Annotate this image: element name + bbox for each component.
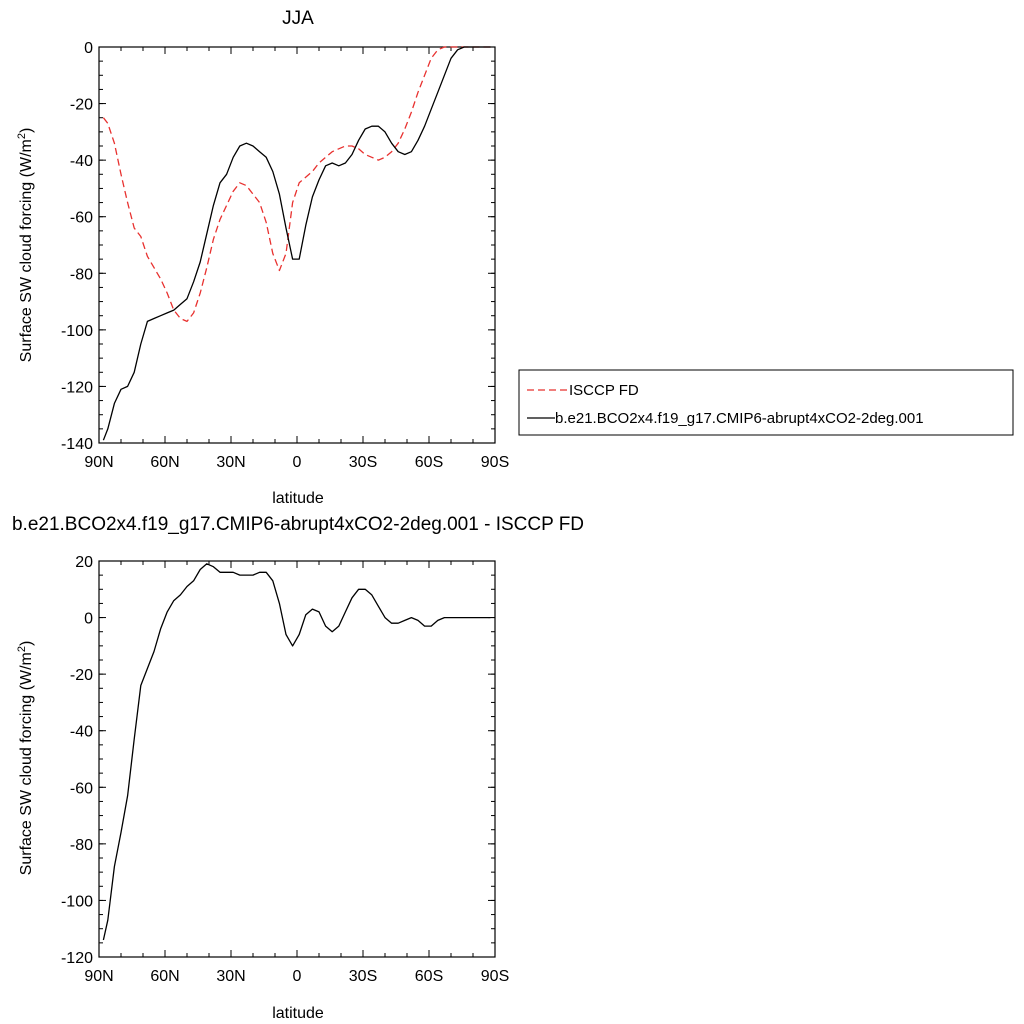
x-tick-label: 90N: [84, 968, 113, 985]
y-tick-label: 20: [75, 554, 93, 571]
x-tick-label: 90N: [84, 454, 113, 471]
top-chart-title: JJA: [282, 8, 314, 29]
bottom-series-lines: [102, 563, 491, 941]
bottom-plot-frame: [98, 560, 496, 958]
y-tick-label: -40: [70, 724, 93, 741]
top-x-ticks: 90N 60N 30N 0 30S 60S 90S: [84, 47, 509, 471]
x-tick-label: 0: [293, 454, 302, 471]
x-tick-label: 90S: [481, 454, 509, 471]
y-tick-label: -140: [61, 436, 93, 453]
top-y-axis-label: Surface SW cloud forcing (W/m2): [16, 128, 35, 363]
top-series-lines: [102, 46, 491, 441]
y-tick-label: -120: [61, 379, 93, 396]
x-tick-label: 30S: [349, 454, 377, 471]
bottom-chart-title: b.e21.BCO2x4.f19_g17.CMIP6-abrupt4xCO2-2…: [12, 514, 584, 535]
y-tick-label: -20: [70, 667, 93, 684]
x-tick-label: 30S: [349, 968, 377, 985]
series-line-0: [102, 563, 491, 941]
bottom-x-ticks: 90N 60N 30N 0 30S 60S 90S: [84, 561, 509, 985]
x-tick-label: 60N: [150, 968, 179, 985]
bottom-panel: b.e21.BCO2x4.f19_g17.CMIP6-abrupt4xCO2-2…: [12, 514, 584, 1022]
top-y-ticks: 0 -20 -40 -60 -80 -100 -120 -140: [61, 40, 495, 453]
legend-box: [518, 369, 1014, 436]
x-tick-label: 60N: [150, 454, 179, 471]
legend-label-isccp: ISCCP FD: [569, 382, 639, 399]
y-tick-label: -100: [61, 323, 93, 340]
top-x-axis-label: latitude: [272, 490, 324, 507]
x-tick-label: 0: [293, 968, 302, 985]
x-tick-label: 90S: [481, 968, 509, 985]
top-panel: JJA 0-20-40-60-80-100-120-140 90N 60N 30N 0…: [16, 8, 1014, 507]
series-line-1: [102, 46, 491, 441]
y-tick-label: -60: [70, 780, 93, 797]
series-line-0: [102, 46, 491, 323]
y-tick-label: -120: [61, 950, 93, 967]
x-tick-label: 60S: [415, 454, 443, 471]
y-tick-label: 0: [84, 40, 93, 57]
y-tick-label: -80: [70, 837, 93, 854]
bottom-x-axis-label: latitude: [272, 1005, 324, 1022]
x-tick-label: 30N: [216, 968, 245, 985]
y-tick-label: 0: [84, 611, 93, 628]
bottom-y-axis-label: Surface SW cloud forcing (W/m2): [16, 641, 35, 876]
bottom-y-ticks: 20 0 -20 -40 -60 -80 -100 -120: [61, 554, 495, 967]
x-tick-label: 60S: [415, 968, 443, 985]
y-tick-label: -80: [70, 266, 93, 283]
top-plot-frame: [98, 46, 496, 444]
y-tick-label: -20: [70, 97, 93, 114]
y-tick-label: -60: [70, 210, 93, 227]
x-tick-label: 30N: [216, 454, 245, 471]
y-tick-label: -40: [70, 153, 93, 170]
legend-label-model: b.e21.BCO2x4.f19_g17.CMIP6-abrupt4xCO2-2…: [555, 410, 924, 427]
legend: ISCCP FD b.e21.BCO2x4.f19_g17.CMIP6-abru…: [518, 369, 1014, 436]
y-tick-label: -100: [61, 893, 93, 910]
